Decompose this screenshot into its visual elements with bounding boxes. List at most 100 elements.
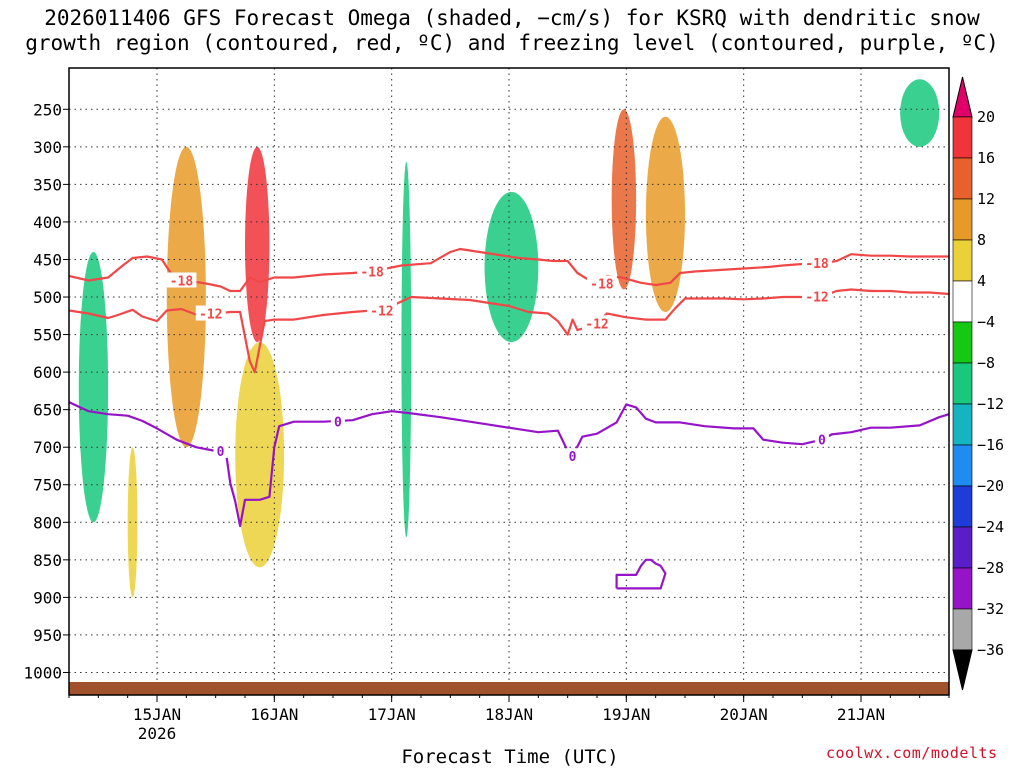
colorbar-swatch [952,116,973,159]
contour-label: -12 [805,290,828,305]
contour-label: -18 [805,257,829,272]
omega-shaded-region [900,79,940,147]
omega-shaded-region [245,146,270,343]
colorbar-level-label: −36 [977,641,1004,659]
colorbar-level-label: 16 [977,149,995,167]
colorbar-level-label: −24 [977,518,1004,536]
y-tick-label: 600 [33,363,62,382]
contour-label-bg [802,255,832,271]
colorbar-swatch [952,485,973,528]
omega-shaded-region [401,161,412,538]
y-tick-label: 800 [33,513,62,532]
contour-label-bg [366,302,397,318]
colorbar-max-arrow [952,76,973,118]
colorbar-level-label: −12 [977,395,1004,413]
colorbar-level-label: −4 [977,313,995,331]
omega-shaded-region [166,146,206,448]
y-tick-label: 850 [33,551,62,570]
colorbar-swatch [952,157,973,200]
contours: -18 -18 -18 -18 -12 -12 -12 -12 0 0 0 0 [69,247,949,590]
x-tick-year-label: 2026 [138,724,177,743]
contour-label-bg [195,305,226,321]
contour-label: -18 [360,265,384,280]
contour-label-bg [814,431,829,447]
y-tick-label: 550 [33,326,62,345]
colorbar-level-label: 8 [977,231,986,249]
colorbar-level-label: −28 [977,559,1004,577]
contour-label-bg [357,263,388,279]
contour-label: 0 [334,416,342,431]
x-tick-label: 18JAN [485,705,533,724]
omega-shaded-region [645,116,685,313]
colorbar-legend: 20 16 12 8 4 −4 −8 −12 −16 −20 −24 −28 −32 −36 [952,76,1004,691]
y-tick-label: 400 [33,213,62,232]
contour-label: -12 [585,317,608,332]
colorbar-level-label: −8 [977,354,995,372]
contour-label-bg [213,442,228,458]
colorbar-min-arrow [952,649,973,691]
omega-shaded-region [611,109,637,290]
contour-label-bg [582,315,612,331]
contour-label-bg [586,275,617,291]
y-tick-label: 950 [33,626,62,645]
y-tick-label: 700 [33,438,62,457]
contour-label: -12 [370,305,393,320]
colorbar-level-label: 20 [977,108,995,126]
contour-label-bg [166,272,197,288]
x-axis-label: Forecast Time (UTC) [401,746,619,768]
contour-label-bg [330,413,345,429]
y-tick-label: 250 [33,100,62,119]
contour-line [69,247,949,293]
source-credit: coolwx.com/modelts [826,744,998,762]
contour-label: -18 [590,278,614,293]
title-line-2: growth region (contoured, red, ºC) and f… [25,31,999,55]
contour-label-bg [565,448,580,464]
colorbar-level-label: −20 [977,477,1004,495]
colorbar-swatch [952,608,973,651]
colorbar-swatch [952,526,973,569]
x-tick-label: 21JAN [837,705,885,724]
x-tick-label: 16JAN [250,705,298,724]
y-tick-label: 300 [33,138,62,157]
colorbar-level-label: 12 [977,190,995,208]
y-tick-label: 1000 [23,663,62,682]
colorbar-level-label: −16 [977,436,1004,454]
contour-label: 0 [569,450,577,465]
y-tick-label: 900 [33,588,62,607]
y-axis: 250 300 350 400 450 500 550 600 650 700 750 800 850 9… [23,100,69,682]
y-tick-label: 650 [33,401,62,420]
contour-label-bg [802,288,832,304]
omega-shaded-region [78,251,109,523]
contour-label: 0 [818,434,826,449]
colorbar-swatch [952,362,973,405]
colorbar-swatch [952,198,973,241]
x-tick-label: 20JAN [720,705,768,724]
y-tick-label: 750 [33,476,62,495]
contour-label: -18 [170,275,194,290]
contour-label: -12 [199,308,222,323]
x-tick-label: 15JAN [133,705,181,724]
title-line-1: 2026011406 GFS Forecast Omega (shaded, −… [44,6,980,30]
ground-surface [69,682,949,695]
colorbar-level-label: −32 [977,600,1004,618]
y-tick-label: 450 [33,250,62,269]
colorbar-level-label: 4 [977,272,986,290]
x-tick-label: 17JAN [368,705,416,724]
y-tick-label: 500 [33,288,62,307]
gridlines [69,68,949,695]
y-tick-label: 350 [33,175,62,194]
omega-shaded-region [484,191,539,343]
colorbar-swatch [952,239,973,282]
x-tick-label: 19JAN [602,705,650,724]
omega-shaded-region [235,342,285,568]
contour-line [615,558,667,590]
colorbar-swatch [952,280,973,323]
colorbar-swatch [952,321,973,364]
contour-label: 0 [217,445,225,460]
chart-title: 2026011406 GFS Forecast Omega (shaded, −… [0,6,1024,56]
colorbar-swatch [952,403,973,446]
colorbar-swatch [952,567,973,610]
colorbar-swatch [952,444,973,487]
